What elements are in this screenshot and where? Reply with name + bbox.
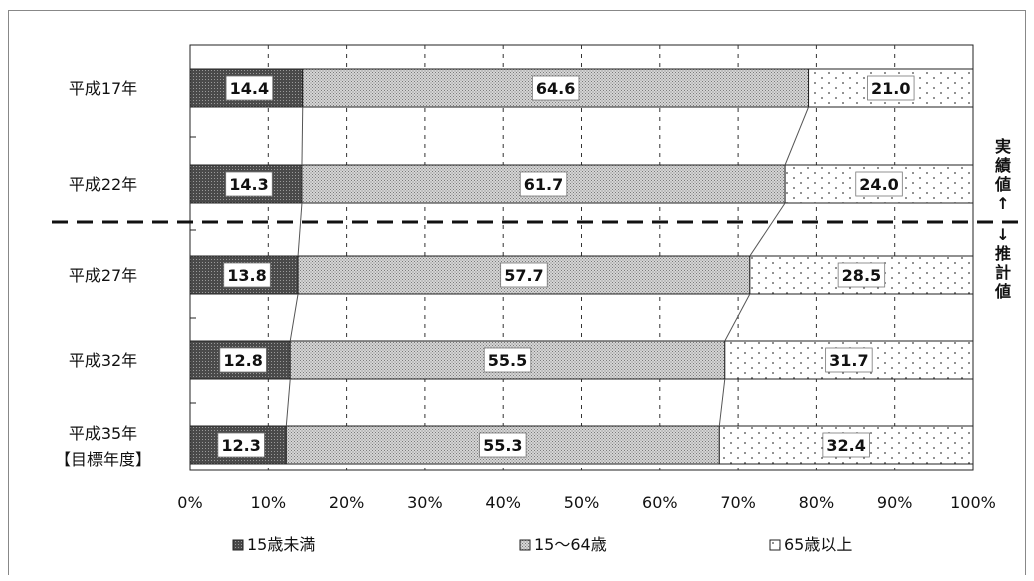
- actual-value-annotation: 値: [994, 175, 1011, 194]
- series-connector: [297, 202, 303, 257]
- legend-swatch: [232, 539, 244, 551]
- data-label-box: [500, 262, 548, 288]
- data-label: 14.4: [230, 79, 269, 98]
- data-label: 61.7: [524, 175, 563, 194]
- x-tick-label: 60%: [642, 493, 678, 512]
- data-label: 64.6: [536, 79, 575, 98]
- legend-label: 65歳以上: [784, 535, 852, 554]
- data-label: 14.3: [229, 175, 268, 194]
- data-label-box: [519, 171, 568, 197]
- data-label: 13.8: [227, 266, 266, 285]
- data-label: 57.7: [504, 266, 543, 285]
- x-tick-label: 10%: [251, 493, 287, 512]
- data-label: 21.0: [871, 79, 910, 98]
- series-connector: [301, 106, 304, 166]
- data-label-box: [531, 75, 580, 101]
- x-tick-label: 20%: [329, 493, 365, 512]
- series-connector: [749, 202, 786, 257]
- legend-swatch: [769, 539, 781, 551]
- data-label-box: [867, 75, 915, 101]
- category-label: 平成32年: [69, 351, 137, 370]
- x-tick-label: 70%: [720, 493, 756, 512]
- actual-value-annotation: 実: [995, 137, 1011, 156]
- data-label: 32.4: [826, 436, 865, 455]
- x-tick-label: 0%: [177, 493, 202, 512]
- actual-value-annotation: 績: [995, 156, 1011, 175]
- category-label: 平成27年: [69, 266, 137, 285]
- data-label: 55.3: [483, 436, 522, 455]
- legend-swatch: [519, 539, 531, 551]
- legend-label: 15歳未満: [247, 535, 315, 554]
- category-label: 【目標年度】: [55, 450, 151, 469]
- data-label: 12.8: [223, 351, 262, 370]
- data-label-box: [219, 347, 267, 373]
- x-tick-label: 40%: [485, 493, 521, 512]
- x-tick-label: 90%: [877, 493, 913, 512]
- data-label-box: [225, 171, 273, 197]
- x-tick-label: 100%: [950, 493, 996, 512]
- x-tick-label: 30%: [407, 493, 443, 512]
- series-connector: [724, 293, 751, 342]
- data-label-box: [837, 262, 886, 288]
- data-label: 12.3: [221, 436, 260, 455]
- series-connector: [289, 293, 299, 342]
- data-label-box: [855, 171, 903, 197]
- data-label-box: [225, 75, 274, 101]
- legend-label: 15～64歳: [534, 535, 607, 554]
- estimate-value-annotation: ↓: [996, 225, 1009, 244]
- data-label: 55.5: [488, 351, 527, 370]
- chart-frame: [8, 10, 1026, 575]
- series-connector: [784, 106, 810, 166]
- data-label-box: [223, 262, 271, 288]
- category-label: 平成35年: [69, 424, 137, 443]
- data-label: 28.5: [842, 266, 881, 285]
- data-label: 31.7: [829, 351, 868, 370]
- series-connector: [285, 378, 291, 427]
- category-label: 平成22年: [69, 175, 137, 194]
- category-label: 平成17年: [69, 79, 137, 98]
- data-label-box: [822, 432, 870, 458]
- estimate-value-annotation: 値: [994, 282, 1011, 301]
- estimate-value-annotation: 推: [995, 244, 1011, 263]
- series-connector: [718, 378, 726, 427]
- actual-value-annotation: ↑: [996, 194, 1009, 213]
- estimate-value-annotation: 計: [995, 263, 1011, 282]
- data-label: 24.0: [859, 175, 898, 194]
- data-label-box: [217, 432, 265, 458]
- x-tick-label: 80%: [799, 493, 835, 512]
- x-tick-label: 50%: [564, 493, 600, 512]
- data-label-box: [483, 347, 532, 373]
- data-label-box: [825, 347, 873, 373]
- data-label-box: [479, 432, 527, 458]
